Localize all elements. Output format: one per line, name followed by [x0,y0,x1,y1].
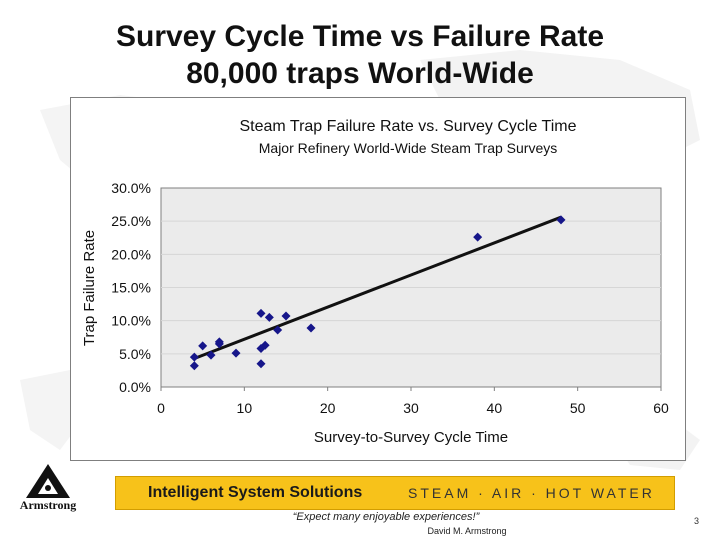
data-point [281,311,291,321]
y-tick-label: 10.0% [111,313,151,329]
data-point [231,348,241,358]
slide-title: Survey Cycle Time vs Failure Rate [115,20,605,53]
data-point [189,352,199,362]
page-number: 3 [694,516,700,526]
y-tick-label: 20.0% [111,246,151,262]
data-point [473,232,483,242]
slide-subtitle: 80,000 traps World-Wide [186,57,534,90]
data-point [260,340,270,350]
data-point [206,350,216,360]
x-tick-label: 20 [320,400,336,416]
chart-container: Steam Trap Failure Rate vs. Survey Cycle… [70,97,686,461]
data-point [198,341,208,351]
armstrong-logo [26,464,70,498]
y-tick-label: 15.0% [111,280,151,296]
logo-wordmark: Armstrong [19,498,77,512]
y-tick-label: 30.0% [111,180,151,196]
y-tick-label: 25.0% [111,213,151,229]
footer-quote: “Expect many enjoyable experiences!” [292,511,480,523]
y-axis-label: Trap Failure Rate [81,230,98,346]
data-point [306,323,316,333]
data-point [264,312,274,322]
chart-subtitle: Major Refinery World-Wide Steam Trap Sur… [259,140,558,156]
x-tick-label: 30 [403,400,419,416]
data-point [214,337,224,347]
banner-tagline: Intelligent System Solutions [148,484,363,501]
data-point [273,325,283,335]
scatter-chart: Steam Trap Failure Rate vs. Survey Cycle… [81,118,669,446]
y-tick-label: 5.0% [119,346,151,362]
x-axis-label: Survey-to-Survey Cycle Time [314,429,508,446]
x-tick-label: 10 [237,400,253,416]
y-tick-label: 0.0% [119,379,151,395]
data-point [256,308,266,318]
x-tick-label: 60 [653,400,669,416]
data-point [256,359,266,369]
data-point [189,361,199,371]
chart-title: Steam Trap Failure Rate vs. Survey Cycle… [240,118,577,135]
footer-banner: Intelligent System Solutions STEAM · AIR… [115,476,675,510]
quote-author: David M. Armstrong [427,526,507,536]
data-point [556,215,566,225]
x-tick-label: 40 [487,400,503,416]
banner-services: STEAM · AIR · HOT WATER [408,485,655,501]
x-tick-label: 0 [157,400,165,416]
x-tick-label: 50 [570,400,586,416]
trendline [193,215,562,360]
